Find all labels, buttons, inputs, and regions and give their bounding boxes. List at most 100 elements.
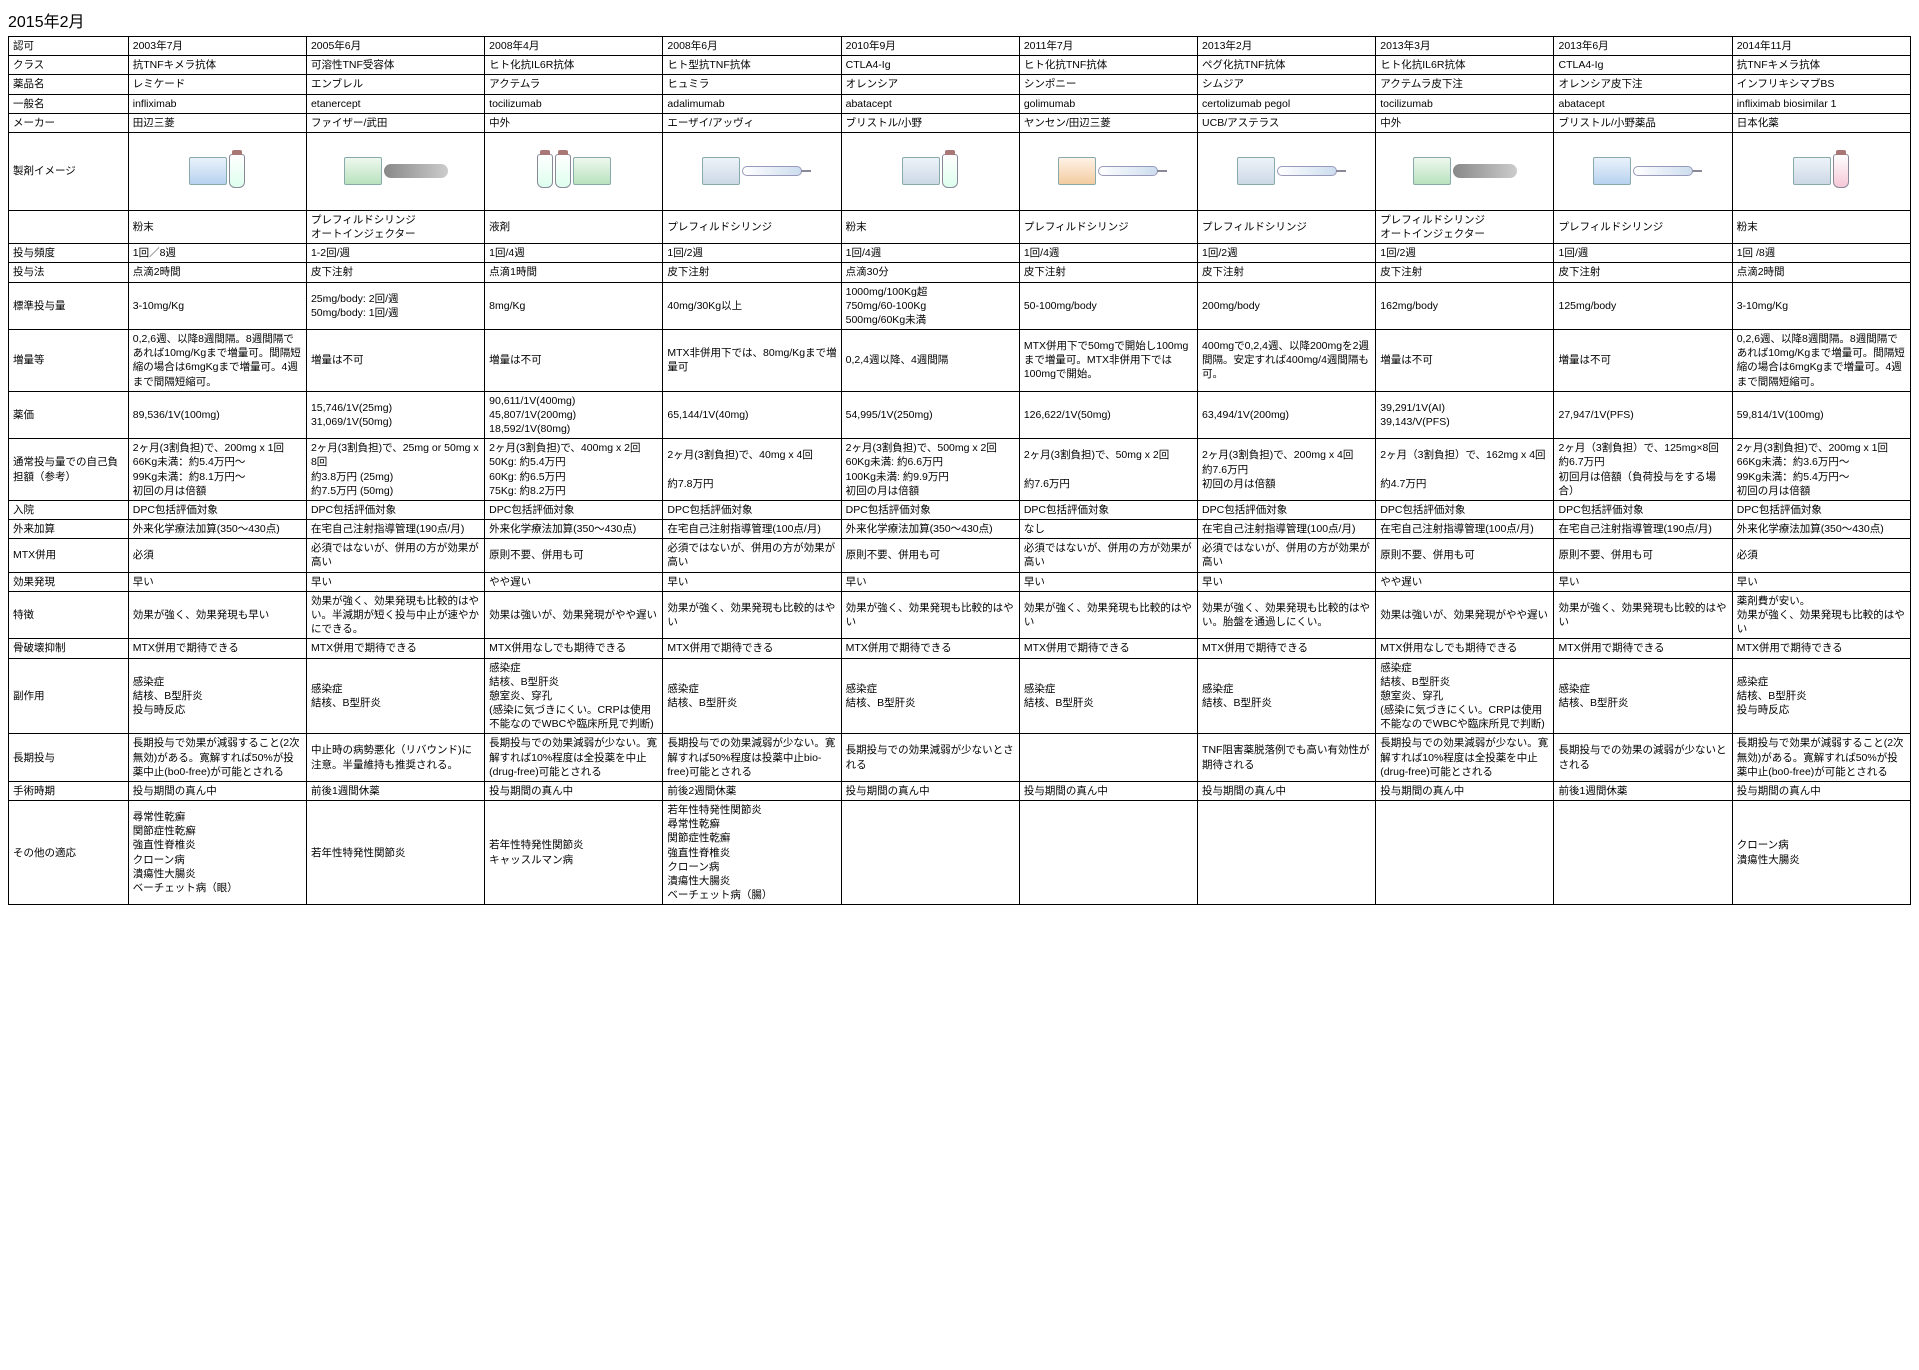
cell-class-9: 抗TNFキメラ抗体 — [1732, 56, 1910, 75]
cell-method-7: 皮下注射 — [1376, 263, 1554, 282]
cell-inpatient-0: DPC包括評価対象 — [128, 500, 306, 519]
cell-inpatient-3: DPC包括評価対象 — [663, 500, 841, 519]
cell-class-1: 可溶性TNF受容体 — [306, 56, 484, 75]
drug-image-3 — [663, 132, 841, 210]
cell-form-3: プレフィルドシリンジ — [663, 210, 841, 243]
cell-price-7: 39,291/1V(AI) 39,143/V(PFS) — [1376, 391, 1554, 439]
cell-surgery-0: 投与期間の真ん中 — [128, 781, 306, 800]
cell-burden-5: 2ヶ月(3割負担)で、50mg x 2回 約7.6万円 — [1019, 439, 1197, 501]
cell-generic-7: tocilizumab — [1376, 94, 1554, 113]
cell-class-2: ヒト化抗IL6R抗体 — [485, 56, 663, 75]
cell-increase-0: 0,2,6週、以降8週間隔。8週間隔であれば10mg/Kgまで増量可。間隔短縮の… — [128, 330, 306, 392]
cell-outpatient-7: 在宅自己注射指導管理(100点/月) — [1376, 520, 1554, 539]
cell-mtx-9: 必須 — [1732, 539, 1910, 572]
cell-name-4: オレンシア — [841, 75, 1019, 94]
cell-sideeffect-0: 感染症 結核、B型肝炎 投与時反応 — [128, 658, 306, 734]
cell-sideeffect-4: 感染症 結核、B型肝炎 — [841, 658, 1019, 734]
cell-maker-7: 中外 — [1376, 113, 1554, 132]
cell-class-0: 抗TNFキメラ抗体 — [128, 56, 306, 75]
cell-onset-9: 早い — [1732, 572, 1910, 591]
cell-other-2: 若年性特発性関節炎 キャッスルマン病 — [485, 801, 663, 905]
cell-feature-8: 効果が強く、効果発現も比較的はやい — [1554, 591, 1732, 639]
row-label-maker: メーカー — [9, 113, 129, 132]
row-label-burden: 通常投与量での自己負担額（参考） — [9, 439, 129, 501]
cell-mtx-3: 必須ではないが、併用の方が効果が高い — [663, 539, 841, 572]
cell-onset-8: 早い — [1554, 572, 1732, 591]
cell-mtx-5: 必須ではないが、併用の方が効果が高い — [1019, 539, 1197, 572]
cell-class-5: ヒト化抗TNF抗体 — [1019, 56, 1197, 75]
row-label-generic: 一般名 — [9, 94, 129, 113]
cell-method-2: 点滴1時間 — [485, 263, 663, 282]
cell-approval-9: 2014年11月 — [1732, 37, 1910, 56]
cell-dose-9: 3-10mg/Kg — [1732, 282, 1910, 330]
cell-name-7: アクテムラ皮下注 — [1376, 75, 1554, 94]
cell-inpatient-1: DPC包括評価対象 — [306, 500, 484, 519]
cell-form-4: 粉末 — [841, 210, 1019, 243]
cell-dose-8: 125mg/body — [1554, 282, 1732, 330]
cell-price-4: 54,995/1V(250mg) — [841, 391, 1019, 439]
cell-onset-7: やや遅い — [1376, 572, 1554, 591]
cell-bone-2: MTX併用なしでも期待できる — [485, 639, 663, 658]
cell-form-1: プレフィルドシリンジ オートインジェクター — [306, 210, 484, 243]
cell-surgery-2: 投与期間の真ん中 — [485, 781, 663, 800]
cell-onset-1: 早い — [306, 572, 484, 591]
cell-generic-6: certolizumab pegol — [1198, 94, 1376, 113]
cell-longterm-4: 長期投与での効果減弱が少ないとされる — [841, 734, 1019, 782]
drug-image-6 — [1198, 132, 1376, 210]
row-label-increase: 増量等 — [9, 330, 129, 392]
cell-form-5: プレフィルドシリンジ — [1019, 210, 1197, 243]
cell-longterm-6: TNF阻害薬脱落例でも高い有効性が期待される — [1198, 734, 1376, 782]
cell-feature-3: 効果が強く、効果発現も比較的はやい — [663, 591, 841, 639]
cell-sideeffect-8: 感染症 結核、B型肝炎 — [1554, 658, 1732, 734]
cell-surgery-5: 投与期間の真ん中 — [1019, 781, 1197, 800]
cell-price-0: 89,536/1V(100mg) — [128, 391, 306, 439]
cell-name-5: シンポニー — [1019, 75, 1197, 94]
cell-longterm-9: 長期投与で効果が減弱すること(2次無効)がある。寛解すれば50%が投薬中止(bo… — [1732, 734, 1910, 782]
cell-burden-8: 2ヶ月（3割負担）で、125mg×8回 約6.7万円 初回月は倍額（負荷投与をす… — [1554, 439, 1732, 501]
row-label-longterm: 長期投与 — [9, 734, 129, 782]
cell-other-9: クローン病 潰瘍性大腸炎 — [1732, 801, 1910, 905]
cell-bone-5: MTX併用で期待できる — [1019, 639, 1197, 658]
cell-method-0: 点滴2時間 — [128, 263, 306, 282]
row-label-price: 薬価 — [9, 391, 129, 439]
cell-outpatient-8: 在宅自己注射指導管理(190点/月) — [1554, 520, 1732, 539]
cell-maker-0: 田辺三菱 — [128, 113, 306, 132]
cell-longterm-0: 長期投与で効果が減弱すること(2次無効)がある。寛解すれば50%が投薬中止(bo… — [128, 734, 306, 782]
cell-method-9: 点滴2時間 — [1732, 263, 1910, 282]
cell-outpatient-0: 外来化学療法加算(350～430点) — [128, 520, 306, 539]
cell-maker-4: ブリストル/小野 — [841, 113, 1019, 132]
cell-longterm-5 — [1019, 734, 1197, 782]
cell-outpatient-1: 在宅自己注射指導管理(190点/月) — [306, 520, 484, 539]
cell-increase-4: 0,2,4週以降、4週間隔 — [841, 330, 1019, 392]
cell-inpatient-5: DPC包括評価対象 — [1019, 500, 1197, 519]
cell-generic-0: infliximab — [128, 94, 306, 113]
cell-longterm-3: 長期投与での効果減弱が少ない。寛解すれば50%程度は投薬中止bio-free)可… — [663, 734, 841, 782]
cell-class-6: ペグ化抗TNF抗体 — [1198, 56, 1376, 75]
cell-price-5: 126,622/1V(50mg) — [1019, 391, 1197, 439]
cell-maker-8: ブリストル/小野薬品 — [1554, 113, 1732, 132]
cell-price-6: 63,494/1V(200mg) — [1198, 391, 1376, 439]
cell-burden-6: 2ヶ月(3割負担)で、200mg x 4回 約7.6万円 初回の月は倍額 — [1198, 439, 1376, 501]
cell-form-2: 液剤 — [485, 210, 663, 243]
cell-burden-0: 2ヶ月(3割負担)で、200mg x 1回 66Kg未満：約5.4万円～ 99K… — [128, 439, 306, 501]
cell-onset-4: 早い — [841, 572, 1019, 591]
cell-form-9: 粉末 — [1732, 210, 1910, 243]
cell-feature-5: 効果が強く、効果発現も比較的はやい — [1019, 591, 1197, 639]
cell-dose-1: 25mg/body: 2回/週 50mg/body: 1回/週 — [306, 282, 484, 330]
cell-outpatient-4: 外来化学療法加算(350～430点) — [841, 520, 1019, 539]
drug-image-0 — [128, 132, 306, 210]
cell-dose-0: 3-10mg/Kg — [128, 282, 306, 330]
cell-price-2: 90,611/1V(400mg) 45,807/1V(200mg) 18,592… — [485, 391, 663, 439]
cell-freq-3: 1回/2週 — [663, 244, 841, 263]
drug-image-8 — [1554, 132, 1732, 210]
row-label-outpatient: 外来加算 — [9, 520, 129, 539]
cell-sideeffect-7: 感染症 結核、B型肝炎 憩室炎、穿孔 (感染に気づきにくい。CRPは使用不能なの… — [1376, 658, 1554, 734]
cell-class-7: ヒト化抗IL6R抗体 — [1376, 56, 1554, 75]
cell-longterm-1: 中止時の病勢悪化（リバウンド)に注意。半量維持も推奨される。 — [306, 734, 484, 782]
cell-bone-4: MTX併用で期待できる — [841, 639, 1019, 658]
cell-form-8: プレフィルドシリンジ — [1554, 210, 1732, 243]
drug-image-1 — [306, 132, 484, 210]
cell-feature-1: 効果が強く、効果発現も比較的はやい。半減期が短く投与中止が速やかにできる。 — [306, 591, 484, 639]
cell-outpatient-2: 外来化学療法加算(350～430点) — [485, 520, 663, 539]
cell-outpatient-9: 外来化学療法加算(350～430点) — [1732, 520, 1910, 539]
